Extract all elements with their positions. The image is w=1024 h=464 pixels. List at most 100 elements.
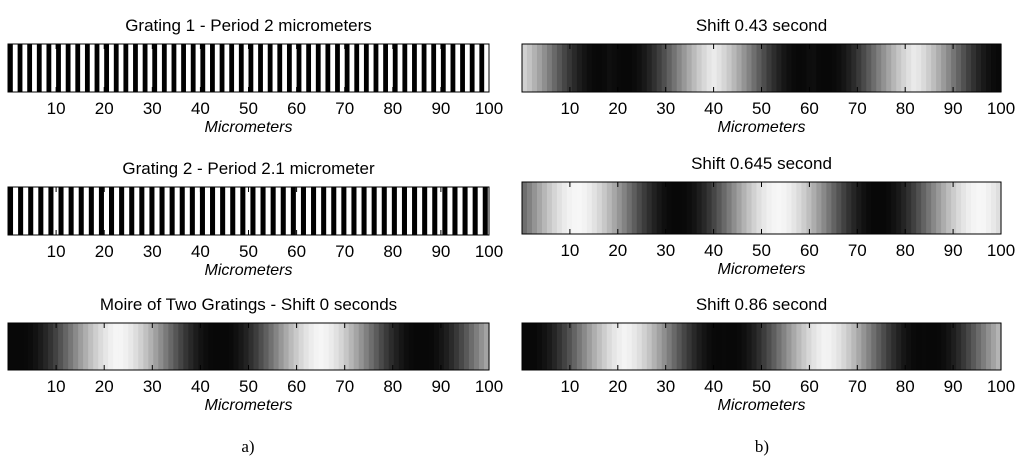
- intensity-cell: [581, 44, 588, 92]
- intensity-cell: [911, 182, 917, 234]
- intensity-cell: [358, 323, 365, 370]
- intensity-cell: [661, 44, 668, 92]
- intensity-cell: [586, 182, 593, 234]
- grating-line: [381, 187, 387, 235]
- intensity-cell: [418, 323, 425, 370]
- grating-line: [189, 187, 195, 235]
- grating-line: [28, 187, 34, 235]
- grating-line: [300, 187, 306, 235]
- intensity-cell: [478, 323, 485, 370]
- intensity-cell: [961, 44, 967, 92]
- intensity-cell: [626, 44, 633, 92]
- grating-line: [341, 187, 347, 235]
- intensity-cell: [741, 182, 748, 234]
- intensity-cell: [841, 323, 847, 370]
- intensity-cell: [313, 323, 320, 370]
- intensity-cell: [541, 182, 548, 234]
- intensity-cell: [896, 44, 902, 92]
- intensity-cell: [641, 182, 648, 234]
- intensity-cell: [591, 323, 598, 370]
- intensity-cell: [881, 44, 887, 92]
- intensity-cell: [531, 323, 538, 370]
- intensity-cell: [178, 323, 184, 370]
- grating-line: [335, 44, 340, 92]
- grating-line: [442, 187, 448, 235]
- chart-panel-1: Grating 1 - Period 2 micrometers 10 20 30 40…: [7, 16, 503, 136]
- grating-line: [142, 44, 148, 92]
- intensity-cell: [876, 182, 882, 234]
- intensity-cell: [616, 182, 623, 234]
- intensity-cell: [921, 44, 927, 92]
- intensity-cell: [273, 323, 280, 370]
- intensity-cell: [536, 182, 543, 234]
- intensity-cell: [856, 323, 862, 370]
- intensity-cell: [601, 44, 608, 92]
- grating-line: [267, 44, 273, 92]
- grating-line: [159, 187, 165, 235]
- intensity-cell: [293, 323, 300, 370]
- intensity-cell: [158, 323, 164, 370]
- tick-label: 90: [944, 377, 963, 396]
- intensity-cell: [621, 182, 628, 234]
- intensity-cell: [631, 44, 638, 92]
- tick-label: 100: [475, 99, 503, 118]
- grating-line: [422, 187, 428, 235]
- intensity-cell: [278, 323, 285, 370]
- grating-line: [18, 187, 24, 235]
- intensity-cell: [861, 323, 867, 370]
- intensity-cell: [766, 44, 773, 92]
- grating-line: [38, 187, 44, 235]
- intensity-cell: [288, 323, 295, 370]
- grating-line: [450, 44, 456, 92]
- tick-label: 60: [800, 99, 819, 118]
- tick-label: 60: [800, 241, 819, 260]
- grating-line: [460, 44, 465, 92]
- intensity-cell: [168, 323, 174, 370]
- grating-line: [17, 44, 23, 92]
- grating-line: [440, 44, 446, 92]
- intensity-cell: [268, 323, 275, 370]
- intensity-cell: [726, 323, 733, 370]
- grating-line: [462, 187, 468, 235]
- grating-line: [421, 44, 427, 92]
- tick-label: 80: [896, 241, 915, 260]
- intensity-cell: [428, 323, 435, 370]
- intensity-cell: [566, 323, 573, 370]
- intensity-cell: [741, 323, 748, 370]
- tick-label: 10: [47, 99, 66, 118]
- intensity-cell: [661, 323, 668, 370]
- intensity-cell: [976, 323, 982, 370]
- intensity-cell: [546, 323, 553, 370]
- grating-line: [331, 187, 337, 235]
- intensity-cell: [691, 182, 698, 234]
- intensity-cell: [666, 323, 673, 370]
- intensity-cell: [991, 44, 997, 92]
- tick-label: 30: [143, 242, 162, 261]
- tick-label: 70: [335, 377, 354, 396]
- intensity-cell: [951, 323, 957, 370]
- grating-line: [123, 44, 129, 92]
- intensity-cell: [586, 323, 593, 370]
- intensity-cell: [148, 323, 154, 370]
- grating-line: [169, 187, 175, 235]
- intensity-cell: [896, 182, 902, 234]
- tick-label: 80: [383, 242, 402, 261]
- intensity-cell: [343, 323, 350, 370]
- intensity-cell: [646, 323, 653, 370]
- intensity-cell: [153, 323, 159, 370]
- intensity-cell: [223, 323, 230, 370]
- grating-line: [113, 44, 119, 92]
- intensity-cell: [616, 323, 623, 370]
- intensity-cell: [522, 182, 528, 234]
- intensity-cell: [403, 323, 410, 370]
- tick-label: 10: [560, 241, 579, 260]
- grating-line: [373, 44, 379, 92]
- intensity-cell: [596, 182, 603, 234]
- intensity-cell: [661, 182, 668, 234]
- intensity-cell: [971, 182, 977, 234]
- grating-line: [190, 44, 196, 92]
- intensity-cell: [931, 44, 937, 92]
- tick-label: 80: [896, 377, 915, 396]
- intensity-cell: [801, 323, 808, 370]
- intensity-cell: [961, 323, 967, 370]
